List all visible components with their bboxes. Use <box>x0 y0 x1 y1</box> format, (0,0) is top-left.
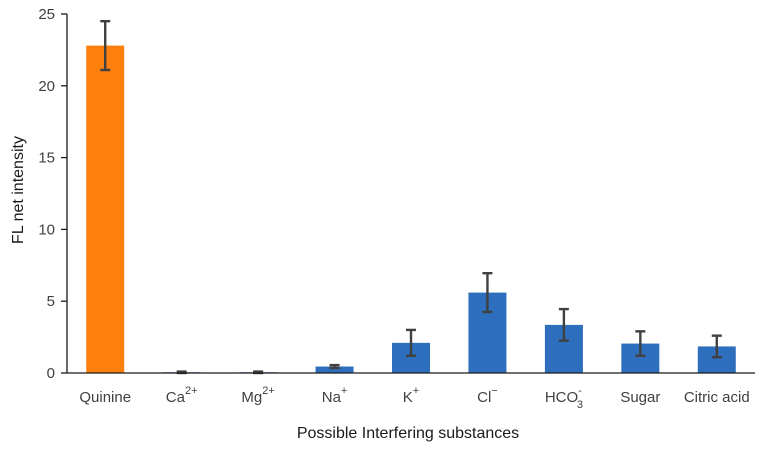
x-tick-label-base: K <box>403 389 413 406</box>
error-bar <box>100 19 111 72</box>
x-tick-label-sup: + <box>341 385 347 397</box>
x-tick-label-base: Mg <box>241 389 262 406</box>
error-bar <box>558 307 569 342</box>
y-tick-label: 20 <box>38 78 55 95</box>
x-axis: Quinine Ca2+ Mg2+ Na+ K+ Cl− HCO-3 Sugar Citric … <box>67 372 755 411</box>
error-bar <box>329 363 340 370</box>
y-tick-label: 10 <box>38 221 55 238</box>
bars <box>86 45 736 373</box>
x-tick-label-base: Cl <box>477 389 491 406</box>
error-bars <box>100 19 722 375</box>
x-tick-label-base: Ca <box>166 389 186 406</box>
x-tick-label: Quinine <box>79 389 131 406</box>
error-bar <box>711 334 722 359</box>
x-tick-label: Cl− <box>477 385 498 406</box>
x-tick-label: Ca2+ <box>166 385 198 406</box>
x-tick-label-base: Sugar <box>620 389 660 406</box>
error-bar <box>482 271 493 314</box>
bar <box>315 366 354 373</box>
x-tick-label-base: Quinine <box>79 389 131 406</box>
x-tick-label: K+ <box>403 385 419 406</box>
x-tick-label-base: Citric acid <box>684 389 750 406</box>
x-tick-label-sup: - <box>578 385 582 397</box>
x-tick-label-sub: 3 <box>577 399 583 411</box>
x-tick-label-sup: 2+ <box>262 385 275 397</box>
x-tick-label: HCO- 3 <box>545 385 583 411</box>
x-tick-label-base: Na <box>322 389 342 406</box>
bar <box>86 45 125 373</box>
error-bar <box>635 330 646 357</box>
y-axis: 0 5 10 15 20 25 <box>38 6 68 382</box>
x-tick-label: Sugar <box>620 389 660 406</box>
x-tick-label-sup: 2+ <box>185 385 198 397</box>
y-axis-title: FL net intensity <box>10 136 27 244</box>
y-tick-label: 0 <box>47 365 55 382</box>
x-tick-label-sup: + <box>413 385 419 397</box>
x-axis-title: Possible Interfering substances <box>297 425 519 442</box>
x-tick-label-sup: − <box>491 385 497 397</box>
x-tick-label: Mg2+ <box>241 385 274 406</box>
y-tick-label: 25 <box>38 6 55 23</box>
y-tick-label: 15 <box>38 150 55 167</box>
x-tick-label: Citric acid <box>684 389 750 406</box>
error-bar <box>406 328 416 357</box>
x-tick-label-base: HCO <box>545 389 578 406</box>
y-tick-label: 5 <box>47 293 55 310</box>
x-tick-label: Na+ <box>322 385 348 406</box>
